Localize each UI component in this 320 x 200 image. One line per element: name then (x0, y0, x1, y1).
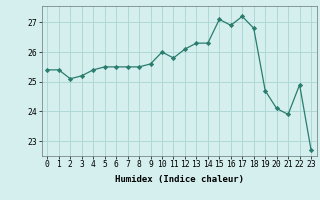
X-axis label: Humidex (Indice chaleur): Humidex (Indice chaleur) (115, 175, 244, 184)
